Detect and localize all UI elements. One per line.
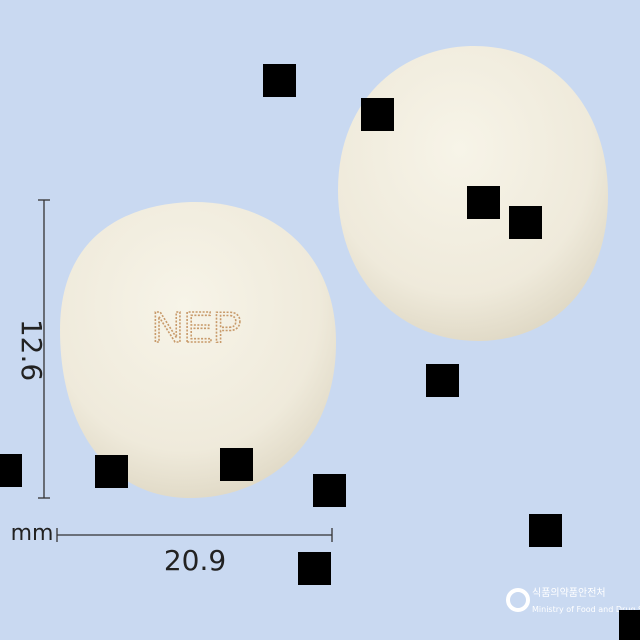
pill-front [60,201,337,499]
redaction-boxes [0,64,640,640]
pill-imprint: NEP [152,303,242,352]
dimension-lines [38,199,333,542]
logo-korean: 식품의약품안전처 [532,587,606,599]
unit-label: mm [11,521,54,546]
width-label: 20.9 [164,544,226,577]
logo-english: Ministry of Food and Drug Safe [532,605,640,614]
logo-mark [506,588,530,612]
height-label: 12.6 [15,319,48,381]
